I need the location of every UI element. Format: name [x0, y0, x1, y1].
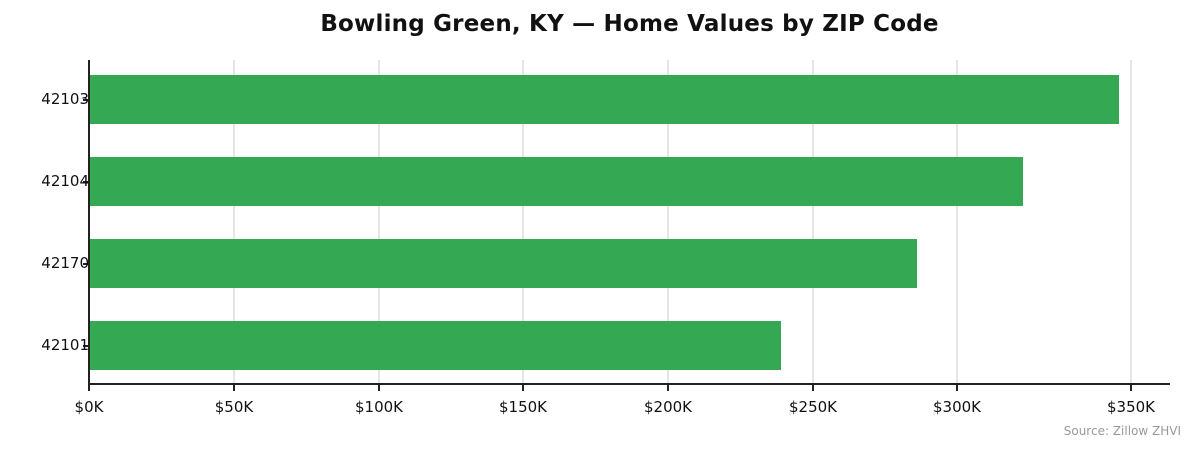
y-tick-label: 42101 — [41, 336, 89, 354]
x-tick-label: $300K — [932, 398, 982, 416]
x-tick-label: $50K — [214, 398, 254, 416]
gridline — [667, 60, 669, 384]
gridline — [522, 60, 524, 384]
bar-42101 — [89, 321, 781, 370]
gridline — [956, 60, 958, 384]
y-tick-label: 42103 — [41, 90, 89, 108]
y-tick — [83, 263, 89, 265]
x-tick-label: $250K — [788, 398, 838, 416]
x-tick-label: $100K — [354, 398, 404, 416]
gridline — [1130, 60, 1132, 384]
source-note: Source: Zillow ZHVI — [1063, 424, 1181, 438]
y-tick-label: 42104 — [41, 172, 89, 190]
x-tick-label: $200K — [643, 398, 693, 416]
x-tick-label: $150K — [498, 398, 548, 416]
x-tick — [378, 385, 380, 391]
y-tick — [83, 181, 89, 183]
y-tick — [83, 99, 89, 101]
x-tick — [88, 385, 90, 391]
plot-area — [89, 60, 1170, 384]
x-tick — [812, 385, 814, 391]
x-tick — [667, 385, 669, 391]
y-tick — [83, 345, 89, 347]
gridline — [812, 60, 814, 384]
bar-42170 — [89, 239, 917, 288]
x-axis-line — [88, 383, 1170, 385]
y-axis-line — [88, 60, 90, 385]
gridline — [233, 60, 235, 384]
x-tick — [1130, 385, 1132, 391]
bar-42103 — [89, 75, 1119, 124]
x-tick — [956, 385, 958, 391]
gridline — [378, 60, 380, 384]
bar-42104 — [89, 157, 1023, 206]
x-tick-label: $0K — [74, 398, 104, 416]
x-tick — [233, 385, 235, 391]
chart-title: Bowling Green, KY — Home Values by ZIP C… — [320, 11, 939, 37]
y-tick-label: 42170 — [41, 254, 89, 272]
x-tick — [522, 385, 524, 391]
x-tick-label: $350K — [1106, 398, 1156, 416]
